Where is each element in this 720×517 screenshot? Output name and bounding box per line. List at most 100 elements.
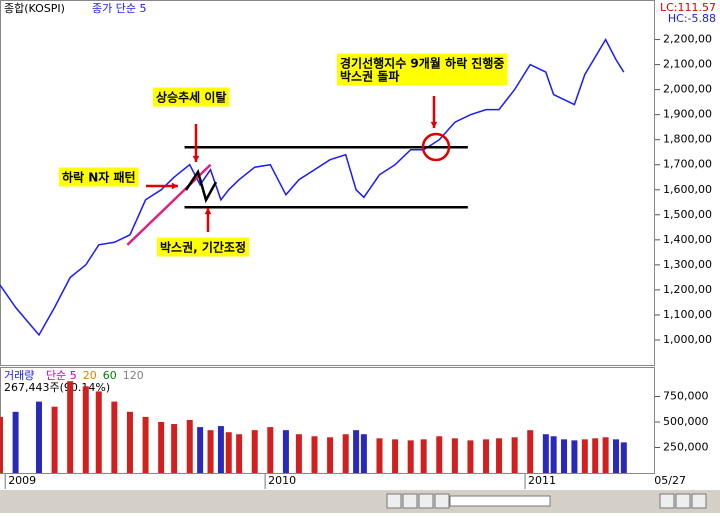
volume-bar xyxy=(353,430,360,473)
volume-bar xyxy=(236,434,243,473)
breakout-circle xyxy=(421,132,451,162)
button[interactable] xyxy=(691,493,707,509)
y-tick-label: 1,400,00 xyxy=(663,233,712,246)
volume-bar xyxy=(158,422,165,473)
button[interactable] xyxy=(659,493,675,509)
price-panel-frame xyxy=(0,0,655,366)
volume-bar xyxy=(496,438,503,473)
volume-bar xyxy=(342,434,349,473)
volume-bar xyxy=(392,439,399,473)
volume-bar xyxy=(282,430,289,473)
volume-bar xyxy=(295,434,302,473)
chart-title: 종합(KOSPI) xyxy=(4,2,65,15)
volume-bar xyxy=(225,432,232,473)
volume-bar xyxy=(217,426,224,473)
y-tick-label: 1,800,00 xyxy=(663,133,712,146)
volume-bar xyxy=(451,438,458,473)
volume-bar xyxy=(527,430,534,473)
annotation-box xyxy=(157,237,250,257)
toolbar-buttons[interactable] xyxy=(386,493,707,509)
volume-bar xyxy=(142,416,149,473)
volume-bar xyxy=(511,437,518,473)
volume-bar xyxy=(126,411,133,473)
volume-subtitle: 267,443주(90.14%) xyxy=(4,381,110,394)
button[interactable] xyxy=(386,493,402,509)
volume-bar xyxy=(0,416,3,473)
volume-bar xyxy=(35,401,42,473)
volume-bar xyxy=(311,436,318,473)
volume-bar xyxy=(436,436,443,473)
y-tick-label: 1,900,00 xyxy=(663,108,712,121)
y-tick-label: 1,300,00 xyxy=(663,258,712,271)
volume-bar xyxy=(95,391,102,473)
ma-legend: 120 xyxy=(123,369,144,382)
button[interactable] xyxy=(418,493,434,509)
arrow-head xyxy=(204,208,212,215)
toolbar xyxy=(0,490,720,513)
volume-bar xyxy=(197,427,204,473)
x-end-label: 05/27 xyxy=(654,474,686,487)
n-pattern xyxy=(184,169,218,204)
volume-bar xyxy=(571,440,578,473)
volume-bar xyxy=(483,439,490,473)
y-tick-label: 1,700,00 xyxy=(663,158,712,171)
y-tick-label: 1,600,00 xyxy=(663,183,712,196)
y-tick-label: 750,000 xyxy=(663,390,709,403)
arrow-head xyxy=(171,182,178,190)
y-tick-label: 2,000,00 xyxy=(663,83,712,96)
volume-bar xyxy=(186,419,193,473)
annotation: 박스권 돌파 xyxy=(340,69,399,84)
volume-bar xyxy=(171,424,178,473)
y-tick-label: 250,000 xyxy=(663,441,709,454)
arrow-head xyxy=(430,121,438,128)
volume-bar xyxy=(376,438,383,473)
volume-bar xyxy=(327,437,334,473)
y-tick-label: 1,000,00 xyxy=(663,333,712,346)
y-tick-label: 1,100,00 xyxy=(663,308,712,321)
annotation-box xyxy=(337,53,508,86)
ma-legend: 단순 5 xyxy=(46,369,77,382)
volume-bar xyxy=(467,440,474,473)
volume-bar xyxy=(207,430,214,473)
volume-title: 거래량 xyxy=(4,369,34,382)
price-line xyxy=(0,38,625,337)
volume-bar xyxy=(111,401,118,473)
button[interactable] xyxy=(434,493,450,509)
x-tick-label: 2010 xyxy=(268,474,296,487)
volume-bar xyxy=(620,442,627,473)
x-tick-label: 2009 xyxy=(8,474,36,487)
trend-line xyxy=(126,163,212,246)
y-tick-label: 2,100,00 xyxy=(663,58,712,71)
button[interactable] xyxy=(675,493,691,509)
arrow-head xyxy=(192,155,200,162)
ma-legend: 60 xyxy=(103,369,117,382)
volume-bar xyxy=(407,440,414,473)
volume-bar xyxy=(592,438,599,473)
volume-bar xyxy=(602,437,609,473)
annotation-box xyxy=(59,167,139,187)
y-tick-label: 2,200,00 xyxy=(663,33,712,46)
annotation-box xyxy=(153,87,230,107)
y-tick-label: 1,500,00 xyxy=(663,208,712,221)
volume-bar xyxy=(67,381,74,473)
button[interactable] xyxy=(402,493,418,509)
lc-label: LC:111.57 xyxy=(660,1,716,14)
legend-entry: 종가 단순 5 xyxy=(92,2,146,15)
y-tick-label: 1,200,00 xyxy=(663,283,712,296)
volume-bar xyxy=(613,439,620,473)
volume-bar xyxy=(420,439,427,473)
scrollbar[interactable] xyxy=(449,495,551,507)
annotation: 경기선행지수 9개월 하락 진행중 xyxy=(340,56,504,71)
volume-bar xyxy=(360,434,367,473)
volume-bar xyxy=(51,406,58,473)
volume-bar xyxy=(542,434,549,473)
annotation: 상승추세 이탈 xyxy=(156,90,226,105)
annotation: 하락 N자 패턴 xyxy=(62,170,136,185)
volume-bar xyxy=(251,430,258,473)
x-tick-label: 2011 xyxy=(528,474,556,487)
annotation: 박스권, 기간조정 xyxy=(160,240,246,255)
volume-bar xyxy=(550,436,557,473)
hc-label: HC:-5.88 xyxy=(668,12,716,25)
ma-legend: 20 xyxy=(83,369,97,382)
